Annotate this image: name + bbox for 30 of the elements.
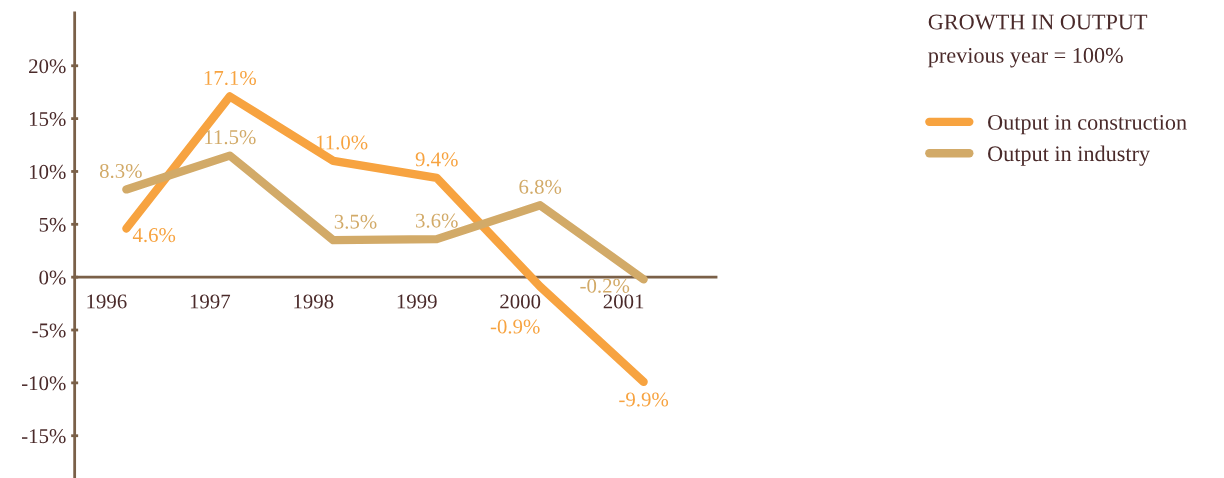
x-tick-label: 1996 bbox=[87, 294, 127, 309]
x-tick-label: 1997 bbox=[190, 294, 231, 309]
data-label: 17.1% bbox=[204, 70, 257, 86]
data-label: 11.5% bbox=[205, 130, 256, 145]
y-tick-label: 15% bbox=[29, 111, 66, 127]
data-label: 3.5% bbox=[334, 214, 377, 229]
data-label: 11.0% bbox=[316, 135, 368, 150]
y-tick-label: 20% bbox=[29, 59, 66, 74]
data-label: -9.9% bbox=[619, 392, 669, 407]
y-tick-label: -10% bbox=[21, 376, 66, 391]
y-tick-label: 10% bbox=[29, 164, 66, 179]
data-label: 3.6% bbox=[416, 213, 458, 228]
text: GROWTH IN OUTPUT bbox=[928, 14, 1148, 30]
x-tick-label: 2001 bbox=[603, 294, 644, 309]
data-label: 9.4% bbox=[415, 152, 458, 167]
y-tick-label: -5% bbox=[32, 323, 66, 338]
y-tick-label: -15% bbox=[21, 429, 66, 444]
x-tick-label: 1999 bbox=[397, 294, 437, 309]
text: previous year = 100% bbox=[928, 47, 1123, 68]
y-tick-label: 0% bbox=[39, 270, 66, 285]
x-tick-label: 2000 bbox=[500, 294, 541, 309]
data-label: 8.3% bbox=[99, 163, 142, 179]
data-label: 4.6% bbox=[132, 228, 176, 243]
legend-label: Output in industry bbox=[988, 145, 1150, 166]
data-label: -0.9% bbox=[490, 319, 540, 334]
x-tick-label: 1998 bbox=[294, 294, 334, 309]
legend-label: Output in construction bbox=[988, 114, 1187, 135]
data-label: 6.8% bbox=[519, 179, 562, 194]
data-label: -0.2% bbox=[580, 278, 630, 293]
y-tick-label: 5% bbox=[39, 217, 66, 232]
